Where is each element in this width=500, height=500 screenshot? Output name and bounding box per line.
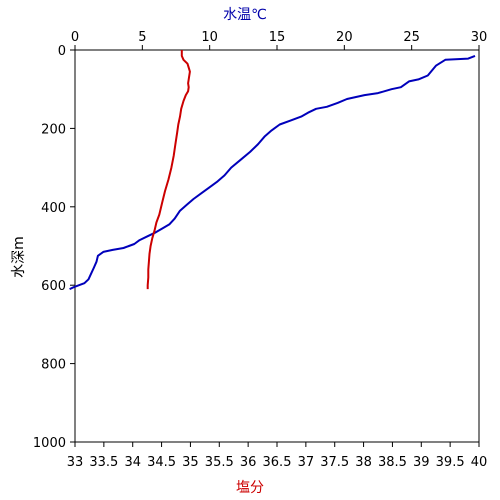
bottom-axis-tick-label: 37.5 (320, 455, 349, 470)
bottom-axis-tick-label: 33 (67, 455, 84, 470)
bottom-axis-tick-label: 34.5 (147, 455, 176, 470)
y-axis-tick-label: 200 (41, 122, 66, 137)
plot-frame-group (74, 49, 480, 443)
y-axis-tick-label: 800 (41, 358, 66, 373)
bottom-axis-tick-label: 38 (355, 455, 372, 470)
bottom-axis-tick-label: 36 (240, 455, 257, 470)
y-axis-tick-label: 600 (41, 279, 66, 294)
top-axis-tick-label: 0 (71, 30, 79, 45)
top-axis-tick-label: 25 (403, 30, 420, 45)
bottom-axis-tick-label: 35.5 (205, 455, 234, 470)
bottom-axis-title: 塩分 (236, 480, 264, 496)
tick-group (70, 45, 480, 447)
bottom-axis-tick-label: 37 (298, 455, 315, 470)
bottom-axis-tick-label: 36.5 (263, 455, 292, 470)
bottom-axis-tick-label: 39.5 (436, 455, 465, 470)
top-axis-tick-label: 30 (471, 30, 488, 45)
bottom-axis-tick-label: 35 (182, 455, 199, 470)
bottom-axis-tick-label: 40 (471, 455, 488, 470)
bottom-axis-tick-label: 39 (413, 455, 430, 470)
label-group: 0 5 10 15 20 25 30 33 33.5 34 34.5 35 35.5 36 36.5 37 37… (33, 30, 487, 470)
top-axis-tick-label: 20 (336, 30, 353, 45)
y-axis-tick-label: 0 (58, 44, 66, 59)
y-axis-tick-label: 400 (41, 201, 66, 216)
top-axis-tick-label: 5 (138, 30, 146, 45)
series-group (69, 50, 476, 291)
y-axis-title: 水深m (11, 236, 27, 278)
temperature-profile-line (69, 54, 476, 291)
bottom-axis-tick-label: 38.5 (378, 455, 407, 470)
top-axis-tick-label: 10 (201, 30, 218, 45)
bottom-axis-tick-label: 34 (124, 455, 141, 470)
top-axis-title: 水温℃ (223, 7, 267, 23)
salinity-profile-line (146, 50, 191, 290)
bottom-axis-tick-label: 33.5 (89, 455, 118, 470)
top-axis-tick-label: 15 (269, 30, 286, 45)
y-axis-tick-label: 1000 (33, 436, 66, 451)
